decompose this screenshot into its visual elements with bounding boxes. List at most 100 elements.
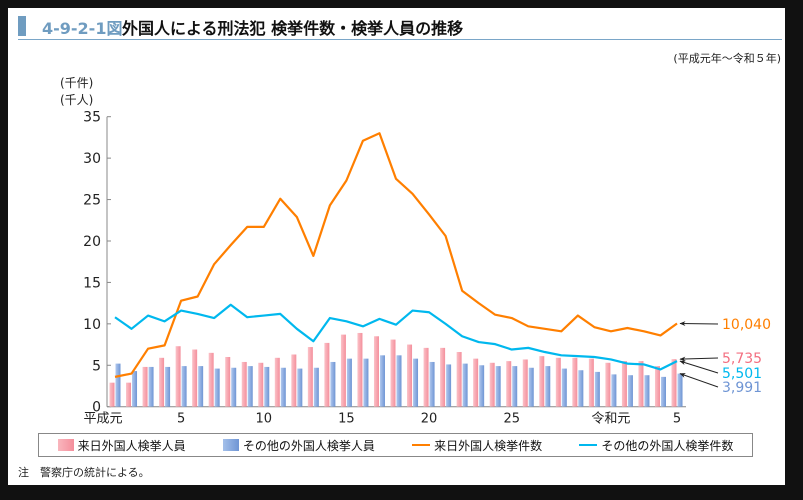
bar-blue-30 xyxy=(594,371,600,407)
chart-title: 外国人による刑法犯 検挙件数・検挙人員の推移 xyxy=(122,19,464,38)
bar-blue-4 xyxy=(165,366,171,407)
bar-blue-29 xyxy=(578,370,584,407)
bar-pink-27 xyxy=(539,356,545,407)
x-tick-label: 5 xyxy=(673,412,681,427)
bar-blue-令和元 xyxy=(611,374,617,407)
legend-item-blue-bar: その他の外国人検挙人員 xyxy=(222,437,375,454)
unit-persons: (千人) xyxy=(60,93,94,107)
y-tick-label: 10 xyxy=(83,317,101,333)
bar-pink-4 xyxy=(654,366,660,407)
line-cyan xyxy=(114,303,678,371)
bar-pink-令和元 xyxy=(605,362,611,407)
annotation-arrow xyxy=(679,356,719,362)
bar-blue-7 xyxy=(214,368,220,407)
bar-pink-23 xyxy=(473,358,479,407)
bar-blue-12 xyxy=(297,368,303,407)
bar-pink-4 xyxy=(159,357,165,407)
bar-blue-3 xyxy=(644,375,650,407)
legend-label: 来日外国人検挙件数 xyxy=(434,438,543,453)
x-tick-label: 5 xyxy=(177,412,185,427)
footnote: 注 警察庁の統計による。 xyxy=(18,466,150,479)
legend-swatch xyxy=(579,444,598,446)
bar-blue-平成元 xyxy=(115,363,121,407)
x-tick-label: 平成元 xyxy=(83,412,122,427)
y-tick-label: 20 xyxy=(83,234,101,250)
bar-pink-26 xyxy=(522,359,528,407)
bar-blue-3 xyxy=(148,366,154,407)
legend-item-orange-line: 来日外国人検挙件数 xyxy=(412,437,542,454)
bar-blue-5 xyxy=(181,366,187,407)
y-tick-label: 0 xyxy=(92,400,101,416)
bar-pink-15 xyxy=(340,334,346,407)
bar-pink-16 xyxy=(357,332,363,407)
bar-pink-5 xyxy=(671,359,677,407)
bar-pink-3 xyxy=(142,366,148,407)
bar-pink-6 xyxy=(192,349,198,407)
x-tick-label: 25 xyxy=(503,412,520,427)
bar-pink-28 xyxy=(555,357,561,407)
y-tick-label: 25 xyxy=(83,193,101,209)
bar-blue-10 xyxy=(264,366,270,407)
bar-pink-3 xyxy=(638,361,644,407)
bar-pink-8 xyxy=(225,356,231,407)
line-orange xyxy=(114,132,678,378)
bar-blue-2 xyxy=(132,371,138,407)
annotation-label: 3,991 xyxy=(722,380,762,396)
x-tick-label: 10 xyxy=(255,412,272,427)
bar-blue-25 xyxy=(512,366,518,407)
x-tick-label: 令和元 xyxy=(591,412,630,427)
bar-pink-29 xyxy=(572,357,578,407)
legend-swatch xyxy=(412,444,431,446)
annotation-label: 10,040 xyxy=(722,317,771,333)
bar-pink-2 xyxy=(621,361,627,407)
legend-item-pink-bar: 来日外国人検挙人員 xyxy=(57,437,186,454)
legend-swatch xyxy=(57,439,74,451)
y-tick-label: 5 xyxy=(92,358,101,374)
bar-pink-9 xyxy=(241,361,247,407)
bar-blue-26 xyxy=(528,367,534,407)
bar-blue-4 xyxy=(660,376,666,407)
bar-pink-30 xyxy=(588,358,594,407)
annotation-arrow xyxy=(679,373,719,388)
bar-blue-24 xyxy=(495,366,501,407)
title-bar: 4-9-2-1図 外国人による刑法犯 検挙件数・検挙人員の推移 xyxy=(18,14,782,40)
bar-pink-13 xyxy=(307,347,313,407)
bar-blue-13 xyxy=(313,367,319,407)
bar-blue-21 xyxy=(446,364,452,407)
legend: 来日外国人検挙人員 その他の外国人検挙人員 来日外国人検挙件数 その他の外国人検… xyxy=(38,433,753,457)
x-tick-label: 20 xyxy=(421,412,438,427)
legend-label: 来日外国人検挙人員 xyxy=(77,438,186,453)
legend-item-cyan-line: その他の外国人検挙件数 xyxy=(579,437,733,454)
bar-blue-18 xyxy=(396,355,402,407)
annotation-arrow xyxy=(679,360,719,374)
period-label: (平成元年～令和５年) xyxy=(673,52,781,65)
bar-blue-17 xyxy=(379,355,385,407)
y-tick-label: 35 xyxy=(83,110,101,126)
legend-label: その他の外国人検挙人員 xyxy=(242,438,375,453)
bar-blue-23 xyxy=(479,365,485,407)
title-marker xyxy=(18,16,26,36)
bar-blue-9 xyxy=(247,366,253,407)
bar-pink-平成元 xyxy=(109,382,115,407)
bar-pink-22 xyxy=(456,352,462,407)
bar-blue-20 xyxy=(429,361,435,407)
bar-pink-20 xyxy=(423,347,429,407)
bar-pink-7 xyxy=(208,352,214,407)
bar-blue-28 xyxy=(561,368,567,407)
bar-pink-18 xyxy=(390,339,396,407)
bar-blue-5 xyxy=(677,373,683,407)
y-tick-label: 30 xyxy=(83,151,101,167)
bar-pink-17 xyxy=(373,336,379,407)
bar-blue-11 xyxy=(280,367,286,407)
bar-blue-8 xyxy=(231,367,237,407)
annotation-label: 5,735 xyxy=(722,351,762,367)
figure-number: 4-9-2-1図 xyxy=(42,19,123,38)
bar-pink-21 xyxy=(440,347,446,407)
bar-pink-24 xyxy=(489,362,495,407)
bar-pink-12 xyxy=(291,354,297,407)
legend-label: その他の外国人検挙件数 xyxy=(601,438,734,453)
unit-cases: (千件) xyxy=(60,76,94,90)
bar-blue-19 xyxy=(413,358,419,407)
bar-pink-11 xyxy=(274,357,280,407)
